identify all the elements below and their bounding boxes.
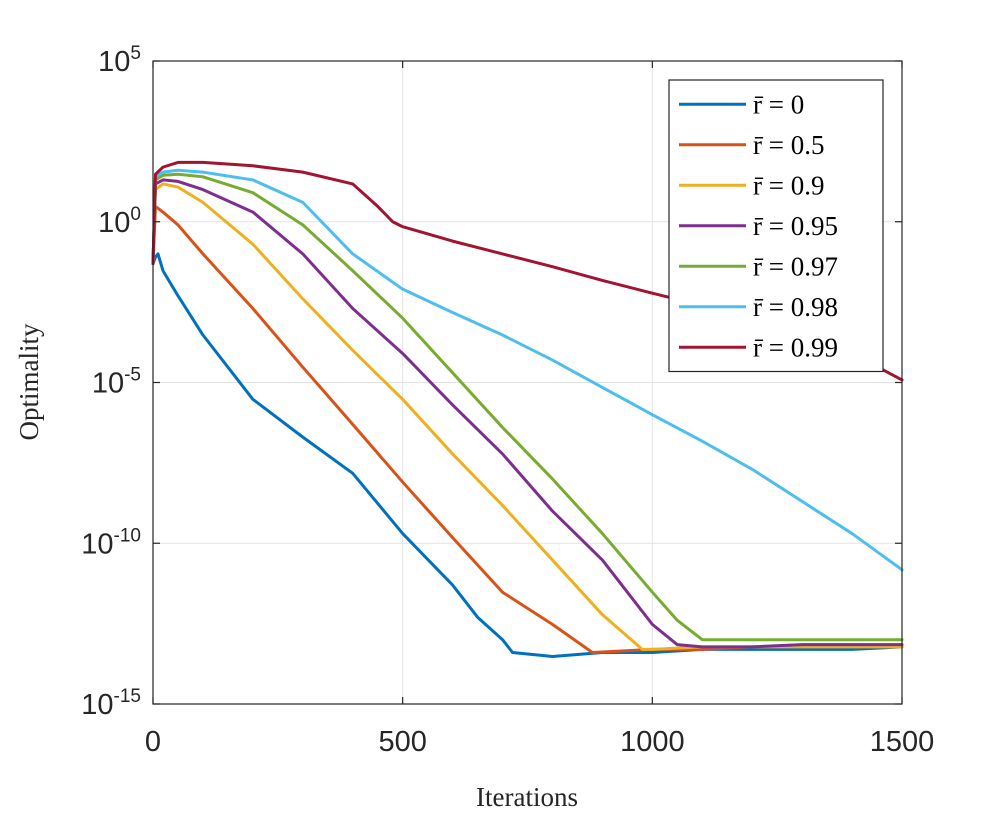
series-line-4: [151, 172, 904, 642]
series-line-3: [151, 178, 904, 649]
y-tick-label: 100: [98, 204, 141, 239]
legend-label: r̄ = 0.97: [753, 251, 838, 281]
x-tick-label: 1000: [620, 726, 685, 758]
series-layer: [151, 160, 904, 659]
legend: r̄ = 0 r̄ = 0.5 r̄ = 0.9 r̄ = 0.95 r̄ = 0.97…: [668, 79, 884, 373]
legend-label: r̄ = 0.5: [753, 130, 824, 160]
y-tick-label: 10-5: [92, 365, 141, 400]
y-tick-label: 10-15: [81, 686, 141, 721]
ticks: [152, 60, 903, 705]
y-tick-label: 10-10: [81, 525, 141, 560]
legend-label: r̄ = 0.99: [753, 332, 838, 362]
series-line-5: [151, 168, 904, 572]
legend-label: r̄ = 0: [753, 89, 804, 119]
x-tick-label: 0: [145, 726, 161, 758]
y-tick-label: 105: [98, 43, 141, 78]
legend-label: r̄ = 0.9: [753, 170, 824, 200]
x-axis-title: Iterations: [476, 782, 578, 812]
legend-label: r̄ = 0.98: [753, 292, 838, 322]
x-tick-label: 1500: [870, 726, 935, 758]
legend-label: r̄ = 0.95: [753, 211, 838, 241]
tick-labels: 0 500 1000 1500 105 100 10-5 10-10 10-15: [81, 43, 934, 758]
y-axis-title: Optimality: [14, 323, 44, 440]
x-tick-label: 500: [378, 726, 426, 758]
